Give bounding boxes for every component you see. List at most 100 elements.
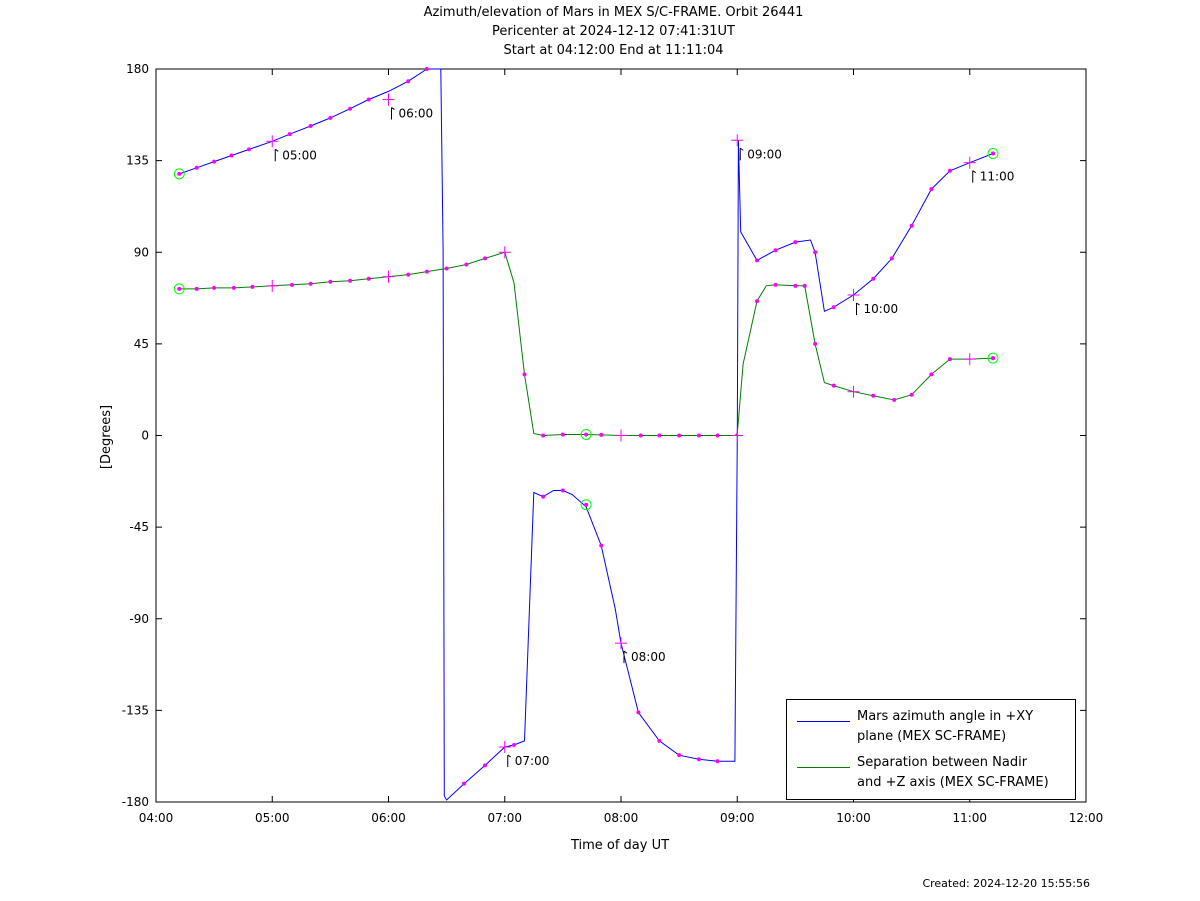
hour-pointer: [739, 147, 744, 151]
data-point-azimuth: [462, 781, 467, 786]
chart-title-line3: Start at 04:12:00 End at 11:11:04: [503, 43, 724, 58]
data-point-separation: [541, 433, 546, 438]
y-tick-label: 180: [126, 62, 149, 76]
data-point-separation: [677, 433, 682, 438]
endpoint-circle: [580, 499, 592, 511]
data-point-separation: [696, 433, 701, 438]
data-point-separation: [308, 281, 313, 286]
hour-pointer: [274, 148, 279, 152]
data-point-separation: [406, 272, 411, 277]
data-point-azimuth: [831, 305, 836, 310]
data-point-separation: [424, 269, 429, 274]
endpoint-circle: [173, 168, 185, 180]
y-tick-label: 0: [141, 429, 149, 443]
data-point-separation: [444, 266, 449, 271]
data-point-azimuth: [889, 256, 894, 261]
hour-label: 10:00: [864, 302, 899, 316]
endpoint-circle: [987, 147, 999, 159]
legend-label-azimuth-1: Mars azimuth angle in +XY: [857, 709, 1034, 724]
chart-title-block: Azimuth/elevation of Mars in MEX S/C-FRA…: [0, 3, 1200, 60]
legend-label-azimuth-2: plane (MEX SC-FRAME): [857, 729, 1007, 744]
legend: Mars azimuth angle in +XY plane (MEX SC-…: [786, 699, 1076, 800]
legend-swatch-separation: [797, 767, 850, 768]
hour-pointer: [623, 650, 628, 654]
data-point-azimuth: [657, 738, 662, 743]
data-point-azimuth: [194, 165, 199, 170]
endpoint-circle: [580, 428, 592, 440]
data-point-azimuth: [871, 276, 876, 281]
hour-label: 05:00: [282, 148, 317, 162]
data-point-azimuth: [755, 258, 760, 263]
data-point-azimuth: [773, 248, 778, 253]
endpoint-dot: [177, 286, 182, 291]
data-point-separation: [638, 433, 643, 438]
y-tick-label: 45: [134, 337, 149, 351]
data-point-separation: [250, 284, 255, 289]
data-point-separation: [947, 357, 952, 362]
y-tick-label: -135: [122, 703, 149, 717]
y-tick-label: -90: [129, 612, 149, 626]
x-tick-label: 08:00: [604, 811, 639, 825]
hour-label: 06:00: [399, 107, 434, 121]
endpoint-circle: [173, 283, 185, 295]
data-point-separation: [929, 372, 934, 377]
data-point-separation: [212, 285, 217, 290]
data-point-separation: [348, 278, 353, 283]
y-tick-label: -45: [129, 520, 149, 534]
hour-pointer: [391, 107, 395, 110]
endpoint-dot: [991, 356, 995, 361]
series-line-separation: [179, 251, 994, 437]
data-point-separation: [194, 286, 199, 291]
data-point-separation: [773, 282, 778, 287]
data-point-separation: [231, 285, 236, 290]
endpoint-circle: [987, 352, 999, 364]
data-point-azimuth: [328, 115, 333, 120]
x-tick-label: 10:00: [836, 811, 871, 825]
x-tick-label: 04:00: [139, 811, 174, 825]
data-point-azimuth: [287, 132, 292, 137]
hour-pointer: [507, 754, 512, 758]
axis-ticks: 04:00 05:00 06:00 07:00 08:00 09:00 10:00 11:00…: [122, 62, 1104, 825]
data-point-separation: [328, 279, 333, 284]
x-tick-label: 12:00: [1069, 811, 1104, 825]
data-point-azimuth: [229, 153, 234, 158]
data-point-azimuth: [793, 240, 798, 245]
x-tick-label: 07:00: [487, 811, 522, 825]
legend-label-separation-2: and +Z axis (MEX SC-FRAME): [857, 775, 1049, 790]
data-point-separation: [892, 397, 897, 402]
data-point-azimuth: [636, 710, 641, 715]
data-point-azimuth: [348, 106, 353, 111]
data-point-separation: [755, 299, 760, 304]
data-point-separation: [871, 393, 876, 398]
data-point-azimuth: [599, 543, 604, 548]
chart-title-line1: Azimuth/elevation of Mars in MEX S/C-FRA…: [423, 5, 804, 20]
data-point-azimuth: [813, 250, 818, 255]
data-point-azimuth: [247, 147, 251, 152]
data-point-separation: [793, 283, 798, 288]
data-point-separation: [560, 432, 565, 437]
data-point-azimuth: [424, 67, 429, 71]
data-point-separation: [464, 262, 469, 267]
x-tick-label: 06:00: [371, 811, 406, 825]
data-point-azimuth: [909, 223, 914, 228]
data-point-azimuth: [366, 97, 371, 102]
data-point-separation: [657, 433, 662, 438]
y-axis-label: [Degrees]: [99, 405, 114, 469]
hour-pointer: [972, 170, 977, 174]
data-point-separation: [482, 256, 487, 261]
data-point-azimuth: [212, 159, 217, 164]
hour-label: 08:00: [631, 650, 666, 664]
series-line-azimuth: [179, 68, 994, 801]
legend-item-separation: Separation between Nadir and +Z axis (ME…: [787, 746, 1077, 790]
data-point-azimuth: [677, 753, 682, 758]
data-point-azimuth: [541, 494, 546, 499]
x-axis-label: Time of day UT: [570, 838, 669, 853]
chart-title-line2: Pericenter at 2024-12-12 07:41:31UT: [491, 24, 735, 39]
hour-pointer: [856, 302, 860, 306]
legend-label-separation-1: Separation between Nadir: [857, 755, 1028, 770]
data-point-azimuth: [929, 187, 934, 192]
data-point-azimuth: [560, 488, 565, 493]
hour-label: 07:00: [515, 754, 550, 768]
data-point-separation: [813, 341, 818, 346]
